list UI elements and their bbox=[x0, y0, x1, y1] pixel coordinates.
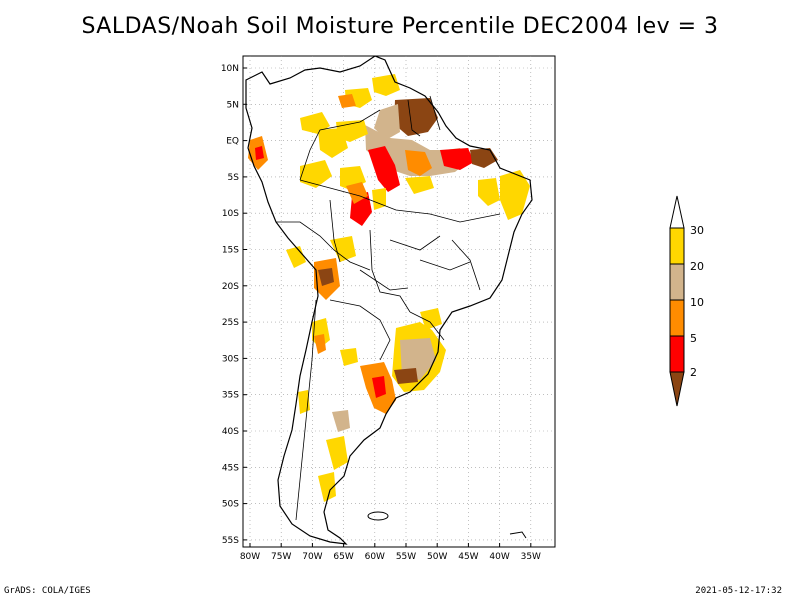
map-title: SALDAS/Noah Soil Moisture Percentile DEC… bbox=[81, 14, 719, 39]
soil-moisture-field bbox=[248, 74, 530, 502]
lat-tick-label: 30S bbox=[222, 354, 239, 364]
lat-tick-label: 25S bbox=[222, 318, 239, 328]
lon-tick-label: 75W bbox=[271, 552, 291, 562]
color-legend: 30 20 10 5 2 bbox=[669, 195, 704, 407]
lat-tick-label: 5N bbox=[227, 100, 239, 110]
falkland-islands bbox=[367, 511, 389, 521]
grads-credit: GrADS: COLA/IGES bbox=[4, 586, 91, 596]
lat-tick-label: 10N bbox=[221, 64, 239, 74]
plot-frame bbox=[242, 55, 556, 548]
lat-tick-label: 20S bbox=[222, 282, 239, 292]
colorbar-bin-2-5 bbox=[669, 335, 685, 373]
lat-tick-label: 5S bbox=[228, 173, 240, 183]
lon-tick-label: 60W bbox=[365, 552, 385, 562]
lon-tick-label: 55W bbox=[396, 552, 416, 562]
lat-tick-label: 45S bbox=[222, 463, 239, 473]
colorbar-label: 20 bbox=[690, 260, 704, 273]
lat-tick-label: 15S bbox=[222, 246, 239, 256]
south-america-coastline bbox=[245, 55, 533, 545]
lat-tick-label: 10S bbox=[222, 209, 239, 219]
lon-tick-label: 50W bbox=[427, 552, 447, 562]
colorbar-label: 10 bbox=[690, 296, 704, 309]
colorbar-label: 2 bbox=[690, 366, 697, 379]
colorbar-top-arrow bbox=[669, 195, 685, 229]
colorbar-bin-5-10 bbox=[669, 299, 685, 337]
longitude-axis: 80W 75W 70W 65W 60W 55W 50W 45W 40W 35W bbox=[240, 543, 541, 562]
colorbar-bin-10-20 bbox=[669, 263, 685, 301]
lat-tick-label: 35S bbox=[222, 391, 239, 401]
south-georgia bbox=[509, 531, 527, 539]
lon-tick-label: 35W bbox=[521, 552, 541, 562]
colorbar-label: 30 bbox=[690, 224, 704, 237]
lon-tick-label: 65W bbox=[333, 552, 353, 562]
lat-tick-label: 50S bbox=[222, 500, 239, 510]
lat-tick-label: 55S bbox=[222, 536, 239, 546]
colorbar-label: 5 bbox=[690, 332, 697, 345]
lon-tick-label: 40W bbox=[489, 552, 509, 562]
country-borders bbox=[276, 95, 501, 521]
lat-tick-label: EQ bbox=[226, 137, 239, 147]
latitude-axis: 10N 5N EQ 5S 10S 15S 20S 25S 30S 35S 40S 45S 50S 55S bbox=[221, 64, 247, 546]
lon-tick-label: 70W bbox=[302, 552, 322, 562]
timestamp: 2021-05-12-17:32 bbox=[695, 586, 782, 596]
colorbar-bottom-arrow bbox=[669, 371, 685, 407]
colorbar-bin-20-30 bbox=[669, 227, 685, 265]
lon-tick-label: 45W bbox=[458, 552, 478, 562]
lat-tick-label: 40S bbox=[222, 427, 239, 437]
lon-tick-label: 80W bbox=[240, 552, 260, 562]
